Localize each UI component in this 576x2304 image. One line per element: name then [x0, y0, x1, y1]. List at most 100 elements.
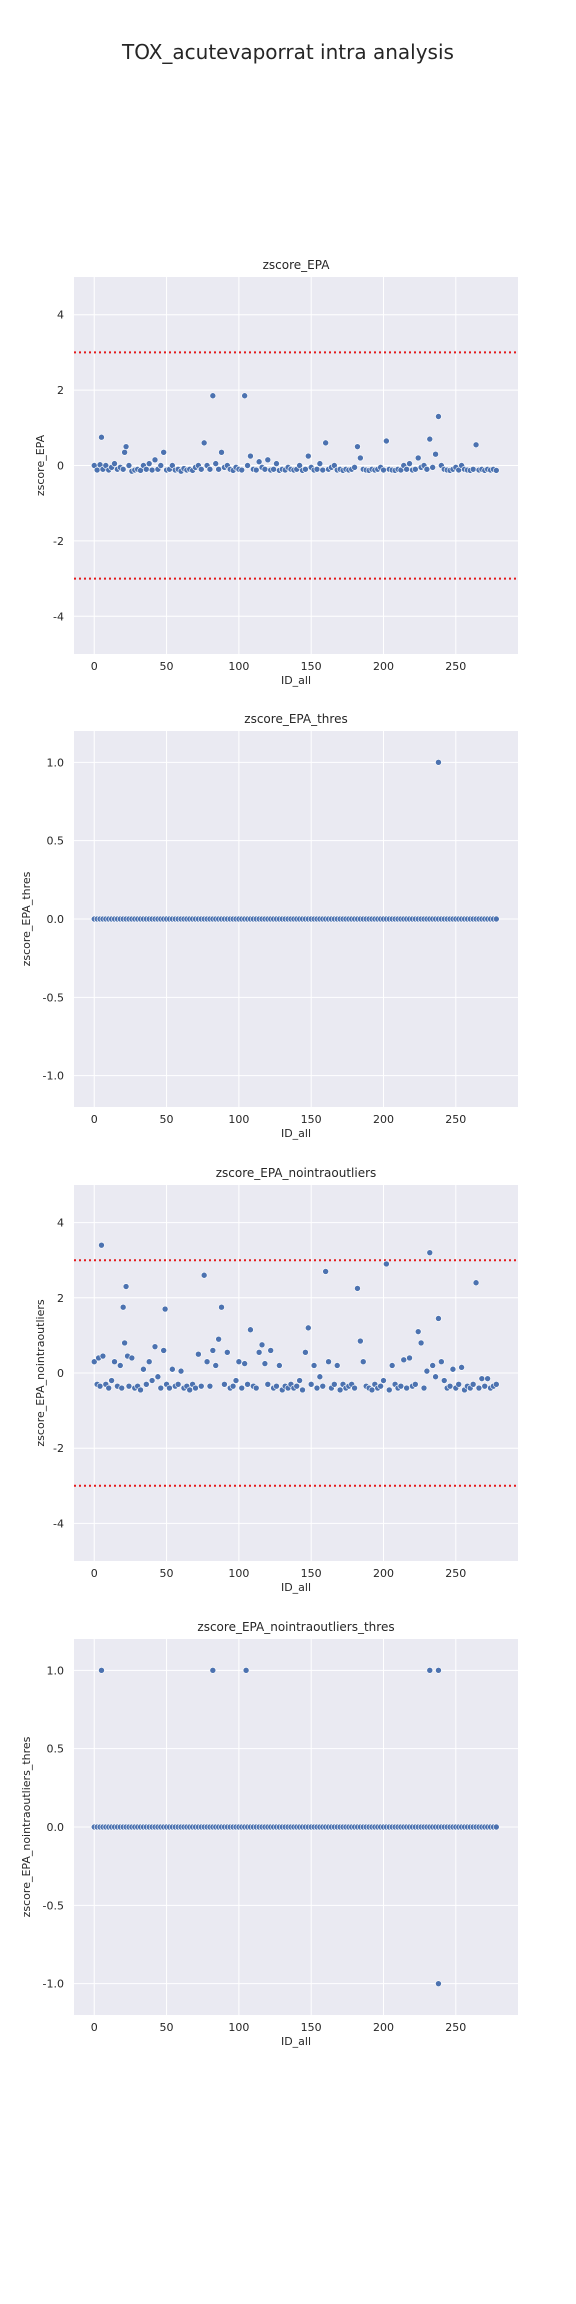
x-axis-label: ID_all [281, 674, 311, 687]
data-point [322, 1268, 329, 1275]
x-tick-label: 200 [373, 1567, 394, 1580]
x-tick-label: 0 [91, 2021, 98, 2034]
data-point [235, 1358, 243, 1366]
y-tick-label: 4 [57, 309, 64, 322]
x-tick-label: 150 [301, 2021, 322, 2034]
data-point [252, 1384, 260, 1392]
data-point [215, 465, 222, 473]
y-tick-label: -4 [53, 610, 64, 623]
figure-title: TOX_acutevaporrat intra analysis [122, 40, 454, 64]
x-tick-label: 100 [228, 1113, 249, 1126]
data-point [90, 1358, 98, 1366]
data-point [195, 1350, 202, 1358]
y-tick-label: -1.0 [43, 1978, 64, 1991]
data-point [261, 465, 269, 473]
data-point [99, 1352, 107, 1360]
y-tick-label: 0 [57, 460, 64, 473]
data-point [255, 1349, 263, 1356]
data-point [241, 392, 248, 400]
data-point [238, 1384, 246, 1392]
data-point [148, 1377, 156, 1384]
data-point [255, 458, 263, 466]
data-point [212, 460, 220, 467]
data-point [121, 449, 128, 456]
x-axis-label: ID_all [281, 2035, 311, 2048]
data-point [299, 1386, 306, 1394]
data-point [319, 1382, 327, 1390]
data-point [469, 465, 477, 473]
x-tick-label: 150 [301, 1567, 322, 1580]
data-point [273, 1382, 280, 1390]
data-point [197, 465, 205, 473]
x-tick-label: 100 [228, 1567, 249, 1580]
data-point [351, 1384, 358, 1392]
data-point [137, 1386, 144, 1394]
data-point [98, 1241, 105, 1249]
y-tick-label: -2 [53, 535, 64, 548]
x-tick-label: 50 [160, 1567, 174, 1580]
data-point [166, 1384, 173, 1392]
data-point [472, 1279, 480, 1287]
y-tick-label: 1.0 [47, 756, 65, 769]
data-point [438, 1358, 445, 1366]
data-point [145, 460, 153, 467]
data-point [169, 1365, 176, 1373]
data-point [247, 452, 254, 460]
data-point [310, 1362, 318, 1369]
data-point [435, 759, 442, 766]
y-tick-label: 0.0 [47, 913, 65, 926]
data-point [435, 1980, 442, 1987]
data-point [455, 1380, 463, 1388]
x-tick-label: 200 [373, 1113, 394, 1126]
data-point [406, 460, 413, 467]
data-point [423, 1367, 431, 1375]
data-point [197, 1382, 205, 1390]
data-point [203, 1358, 211, 1366]
data-point [160, 1347, 167, 1354]
x-tick-label: 250 [445, 1567, 466, 1580]
x-tick-label: 50 [160, 1113, 174, 1126]
y-axis-label: zscore_EPA_thres [20, 871, 33, 966]
y-tick-label: 2 [57, 1292, 64, 1305]
data-point [96, 1382, 104, 1390]
data-point [105, 1384, 113, 1392]
y-tick-label: 0.5 [47, 1743, 65, 1756]
data-point [273, 460, 280, 467]
y-tick-label: 0.0 [47, 1821, 65, 1834]
data-point [414, 454, 422, 462]
data-point [192, 1384, 199, 1392]
data-point [296, 1377, 303, 1384]
data-point [440, 1377, 448, 1384]
data-point [267, 1347, 274, 1354]
data-point [151, 1343, 159, 1350]
x-tick-label: 200 [373, 660, 394, 673]
data-point [493, 1823, 500, 1831]
data-point [406, 1354, 413, 1362]
data-point [472, 441, 480, 449]
data-point [224, 1349, 231, 1356]
data-point [154, 1373, 162, 1381]
data-point [125, 462, 133, 469]
x-tick-label: 50 [160, 660, 174, 673]
data-point [478, 1375, 486, 1382]
data-point [143, 465, 150, 473]
x-axis-label: ID_all [281, 1127, 311, 1140]
data-point [325, 1358, 332, 1366]
data-point [209, 1347, 217, 1354]
data-point [481, 1382, 489, 1390]
data-point [270, 465, 277, 473]
data-point [400, 1356, 408, 1364]
y-tick-label: -0.5 [43, 991, 64, 1004]
data-point [232, 1377, 240, 1384]
data-point [161, 1305, 169, 1313]
data-point [469, 1380, 477, 1388]
data-point [493, 467, 500, 474]
data-point [383, 437, 390, 445]
data-point [354, 1285, 361, 1292]
x-tick-label: 0 [91, 660, 98, 673]
data-point [316, 1373, 324, 1381]
x-tick-label: 150 [301, 660, 322, 673]
y-tick-label: 1.0 [47, 1664, 65, 1677]
data-point [238, 466, 246, 474]
y-axis-label: zscore_EPA_nointraoutliers [34, 1299, 47, 1446]
